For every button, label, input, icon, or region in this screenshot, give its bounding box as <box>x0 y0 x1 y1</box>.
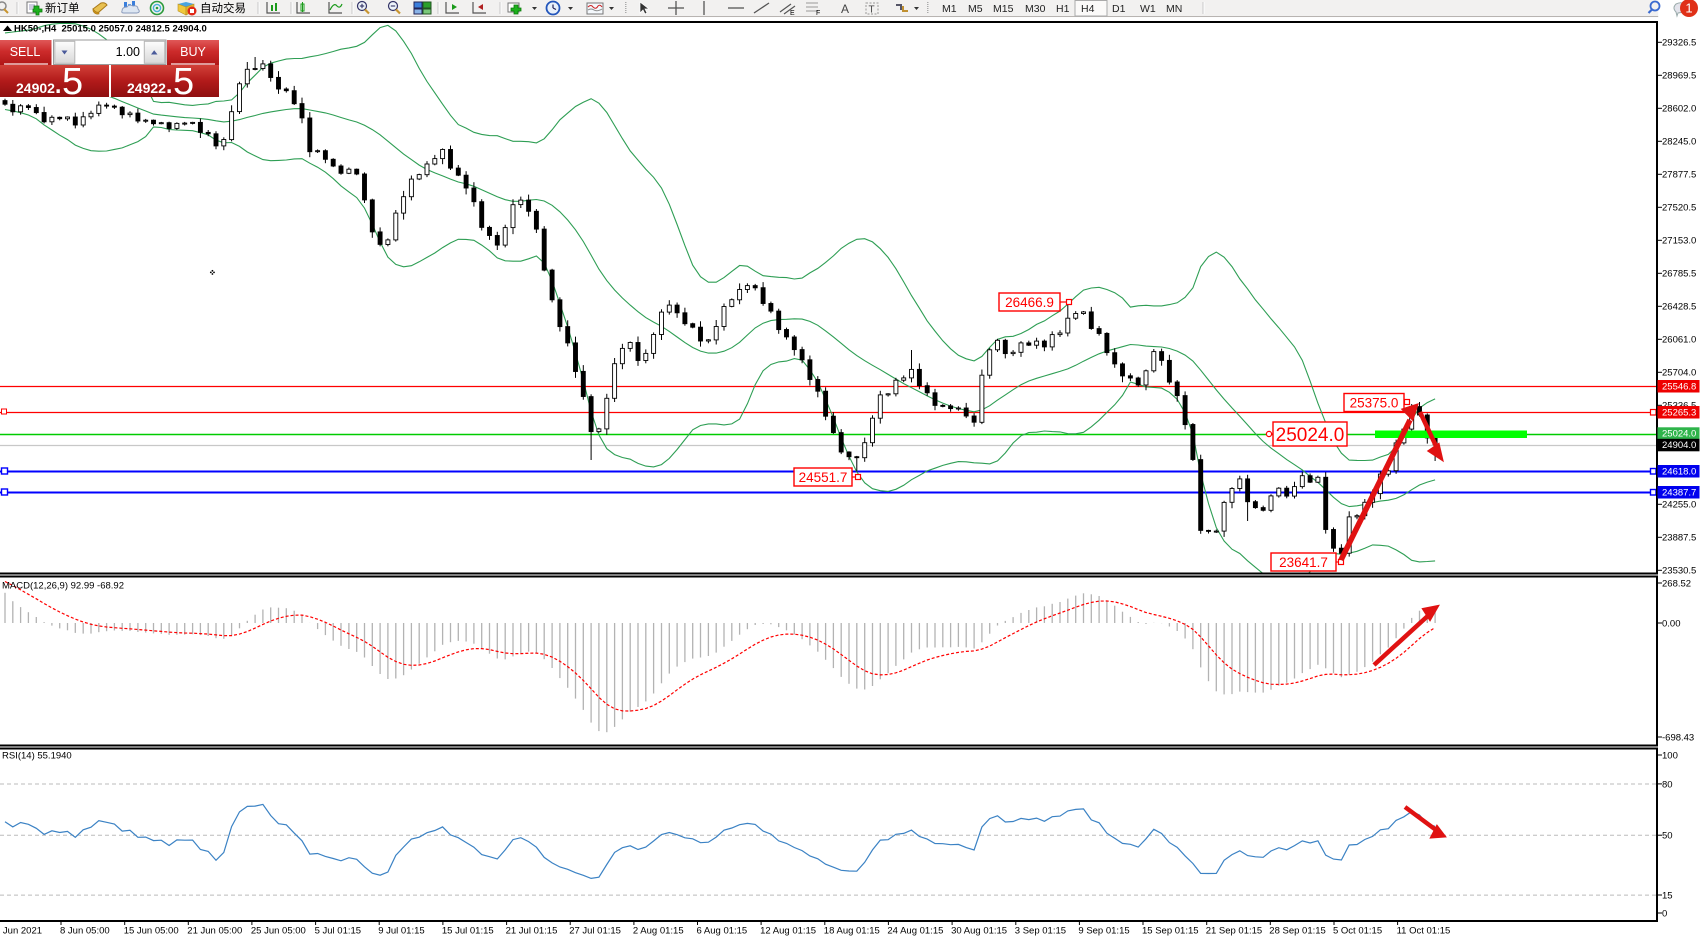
svg-text:SELL: SELL <box>10 45 41 59</box>
svg-text:5 Jul 01:15: 5 Jul 01:15 <box>315 926 361 937</box>
svg-text:24551.7: 24551.7 <box>799 470 848 485</box>
svg-text:9 Jul 01:15: 9 Jul 01:15 <box>378 926 424 937</box>
svg-text:27520.5: 27520.5 <box>1662 203 1696 214</box>
svg-text:25375.0: 25375.0 <box>1350 395 1399 410</box>
svg-text:23641.7: 23641.7 <box>1279 555 1328 570</box>
svg-text:24904.0: 24904.0 <box>1662 440 1696 451</box>
svg-text:24387.7: 24387.7 <box>1662 487 1696 498</box>
svg-text:新订单: 新订单 <box>45 1 80 15</box>
svg-text:8 Jun 05:00: 8 Jun 05:00 <box>60 926 110 937</box>
svg-text:80: 80 <box>1662 779 1673 790</box>
svg-text:M5: M5 <box>968 3 983 15</box>
svg-text:W1: W1 <box>1140 3 1156 15</box>
svg-text:25024.0: 25024.0 <box>1662 429 1696 440</box>
svg-text:A: A <box>841 2 849 16</box>
svg-text:27877.5: 27877.5 <box>1662 170 1696 181</box>
svg-text:18 Aug 01:15: 18 Aug 01:15 <box>824 926 880 937</box>
svg-text:1 Jun 2021: 1 Jun 2021 <box>0 926 42 937</box>
svg-text:F: F <box>816 10 820 17</box>
svg-text:268.52: 268.52 <box>1662 578 1691 589</box>
svg-text:24255.0: 24255.0 <box>1662 500 1696 511</box>
svg-text:HK50-,H4 25015.0 25057.0 2481: HK50-,H4 25015.0 25057.0 24812.5 24904.0 <box>14 24 207 35</box>
svg-text:11 Oct 01:15: 11 Oct 01:15 <box>1397 926 1451 937</box>
svg-text:50: 50 <box>1662 831 1673 842</box>
svg-text:25265.3: 25265.3 <box>1662 407 1696 418</box>
svg-text:25704.0: 25704.0 <box>1662 368 1696 379</box>
svg-text:27153.0: 27153.0 <box>1662 236 1696 247</box>
svg-text:30 Aug 01:15: 30 Aug 01:15 <box>951 926 1007 937</box>
svg-text:28602.0: 28602.0 <box>1662 104 1696 115</box>
svg-text:26061.0: 26061.0 <box>1662 335 1696 346</box>
svg-text:26466.9: 26466.9 <box>1005 295 1054 310</box>
svg-text:H4: H4 <box>1081 3 1095 15</box>
svg-text:1.00: 1.00 <box>116 45 140 59</box>
svg-text:23530.5: 23530.5 <box>1662 566 1696 577</box>
svg-text:26428.5: 26428.5 <box>1662 302 1696 313</box>
svg-text:26785.5: 26785.5 <box>1662 269 1696 280</box>
svg-text:21 Jun 05:00: 21 Jun 05:00 <box>187 926 242 937</box>
svg-text:25546.8: 25546.8 <box>1662 381 1696 392</box>
svg-text:自动交易: 自动交易 <box>200 1 246 15</box>
svg-text:24922: 24922 <box>127 80 166 96</box>
svg-text:5: 5 <box>173 61 194 103</box>
svg-text:25 Jun 05:00: 25 Jun 05:00 <box>251 926 306 937</box>
svg-text:28969.5: 28969.5 <box>1662 71 1696 82</box>
svg-text:29326.5: 29326.5 <box>1662 38 1696 49</box>
svg-text:3 Sep 01:15: 3 Sep 01:15 <box>1015 926 1066 937</box>
svg-text:15 Jun 05:00: 15 Jun 05:00 <box>124 926 179 937</box>
svg-text:24 Aug 01:15: 24 Aug 01:15 <box>887 926 943 937</box>
svg-text:D1: D1 <box>1112 3 1126 15</box>
svg-text:21 Jul 01:15: 21 Jul 01:15 <box>506 926 558 937</box>
svg-text:12 Aug 01:15: 12 Aug 01:15 <box>760 926 816 937</box>
svg-text:RSI(14) 55.1940: RSI(14) 55.1940 <box>2 751 72 762</box>
svg-text:M30: M30 <box>1025 3 1046 15</box>
svg-text:15 Jul 01:15: 15 Jul 01:15 <box>442 926 494 937</box>
svg-text:100: 100 <box>1662 750 1678 761</box>
svg-text:E: E <box>790 10 795 17</box>
svg-text:24902: 24902 <box>16 80 55 96</box>
svg-text:1: 1 <box>1685 1 1692 16</box>
svg-text:M15: M15 <box>993 3 1014 15</box>
svg-text:25024.0: 25024.0 <box>1276 425 1345 446</box>
svg-text:H1: H1 <box>1056 3 1070 15</box>
svg-text:0: 0 <box>1662 908 1667 919</box>
svg-text:9 Sep 01:15: 9 Sep 01:15 <box>1078 926 1129 937</box>
svg-text:27 Jul 01:15: 27 Jul 01:15 <box>569 926 621 937</box>
svg-text:T: T <box>869 5 875 16</box>
svg-text:28 Sep 01:15: 28 Sep 01:15 <box>1269 926 1326 937</box>
svg-text:2 Aug 01:15: 2 Aug 01:15 <box>633 926 684 937</box>
svg-text:23887.5: 23887.5 <box>1662 533 1696 544</box>
svg-text:0.00: 0.00 <box>1662 618 1681 629</box>
svg-text:6 Aug 01:15: 6 Aug 01:15 <box>697 926 748 937</box>
svg-text:-698.43: -698.43 <box>1662 732 1694 743</box>
svg-text:5 Oct 01:15: 5 Oct 01:15 <box>1333 926 1382 937</box>
svg-text:24618.0: 24618.0 <box>1662 466 1696 477</box>
svg-text:BUY: BUY <box>180 45 206 59</box>
svg-text:MACD(12,26,9) 92.99 -68.92: MACD(12,26,9) 92.99 -68.92 <box>2 581 124 592</box>
svg-text:15: 15 <box>1662 890 1673 901</box>
svg-text:M1: M1 <box>942 3 957 15</box>
svg-text:MN: MN <box>1166 3 1182 15</box>
svg-text:5: 5 <box>62 61 83 103</box>
svg-text:28245.0: 28245.0 <box>1662 137 1696 148</box>
svg-text:21 Sep 01:15: 21 Sep 01:15 <box>1206 926 1263 937</box>
svg-text:15 Sep 01:15: 15 Sep 01:15 <box>1142 926 1199 937</box>
